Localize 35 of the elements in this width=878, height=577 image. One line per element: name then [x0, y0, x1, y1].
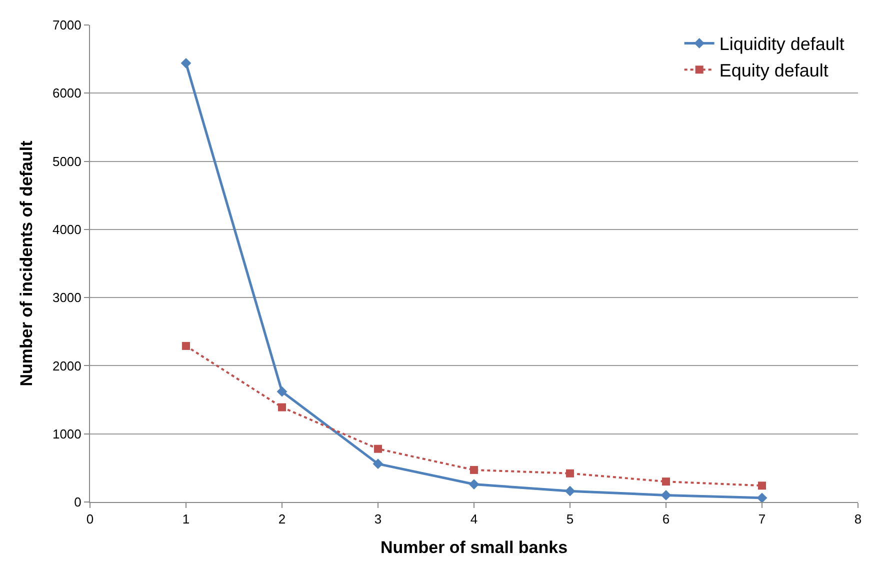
x-tick-label: 5 [566, 512, 574, 527]
point [756, 492, 768, 502]
point [278, 403, 286, 412]
point [468, 479, 480, 490]
x-tick-label: 6 [662, 512, 670, 527]
x-tick-label: 2 [278, 512, 286, 527]
y-axis-title: Number of incidents of default [17, 140, 36, 386]
y-tick-label: 1000 [52, 426, 82, 442]
y-tick-label: 7000 [52, 18, 82, 33]
x-tick-label: 3 [374, 512, 382, 527]
point [470, 466, 478, 474]
y-tick-label: 4000 [52, 222, 82, 237]
point [564, 486, 576, 496]
point [660, 490, 672, 500]
legend-label: Equity default [719, 60, 828, 81]
point [758, 482, 766, 490]
point [374, 444, 382, 453]
x-tick-label: 4 [470, 512, 478, 527]
point [372, 458, 384, 470]
point [180, 58, 192, 68]
x-tick-label: 0 [86, 512, 94, 527]
point [662, 478, 670, 486]
y-tick-label: 2000 [52, 358, 82, 374]
x-tick-label: 8 [854, 512, 862, 527]
y-tick-label: 6000 [52, 86, 82, 101]
x-tick-label: 1 [182, 512, 190, 527]
point [566, 469, 574, 478]
y-tick-label: 0 [74, 494, 82, 510]
y-tick-label: 3000 [52, 290, 82, 306]
point [276, 386, 288, 397]
x-tick-label: 7 [758, 512, 766, 527]
y-tick-label: 5000 [52, 154, 82, 169]
point [182, 342, 190, 350]
x-axis-title: Number of small banks [380, 538, 568, 557]
legend-label: Liquidity default [719, 34, 844, 54]
